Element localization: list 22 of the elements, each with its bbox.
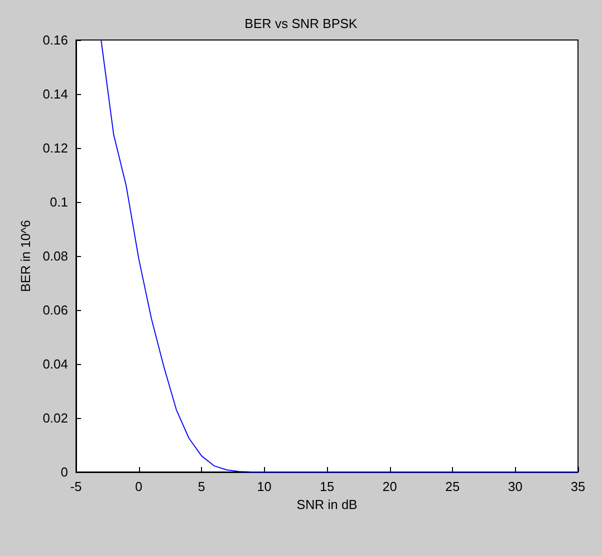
y-tick-label: 0.1 xyxy=(50,194,68,210)
x-tick-label: -5 xyxy=(70,479,82,494)
line-series xyxy=(100,40,578,472)
x-tick-label: 15 xyxy=(320,479,334,494)
x-tick-label: 25 xyxy=(445,479,460,494)
y-axis-title: BER in 10^6 xyxy=(18,220,33,292)
x-tick-label: 0 xyxy=(135,479,142,494)
y-tick-label: 0.04 xyxy=(42,356,68,372)
y-tick-label: 0.14 xyxy=(42,86,68,102)
y-tick-label: 0 xyxy=(60,464,68,480)
x-tick-label: 30 xyxy=(508,479,522,494)
x-axis-title: SNR in dB xyxy=(296,496,358,512)
y-tick-label: 0.16 xyxy=(42,32,68,48)
y-tick-label: 0.08 xyxy=(42,248,68,264)
y-tick-label: 0.02 xyxy=(42,410,68,426)
x-tick-label: 35 xyxy=(570,479,586,494)
x-tick-label: 20 xyxy=(382,479,397,494)
y-tick-label: 0.06 xyxy=(42,302,68,318)
x-tick-label: 10 xyxy=(257,479,272,494)
y-tick-label: 0.12 xyxy=(42,140,68,156)
chart-title: BER vs SNR BPSK xyxy=(244,16,358,31)
x-tick-label: 5 xyxy=(198,479,206,494)
